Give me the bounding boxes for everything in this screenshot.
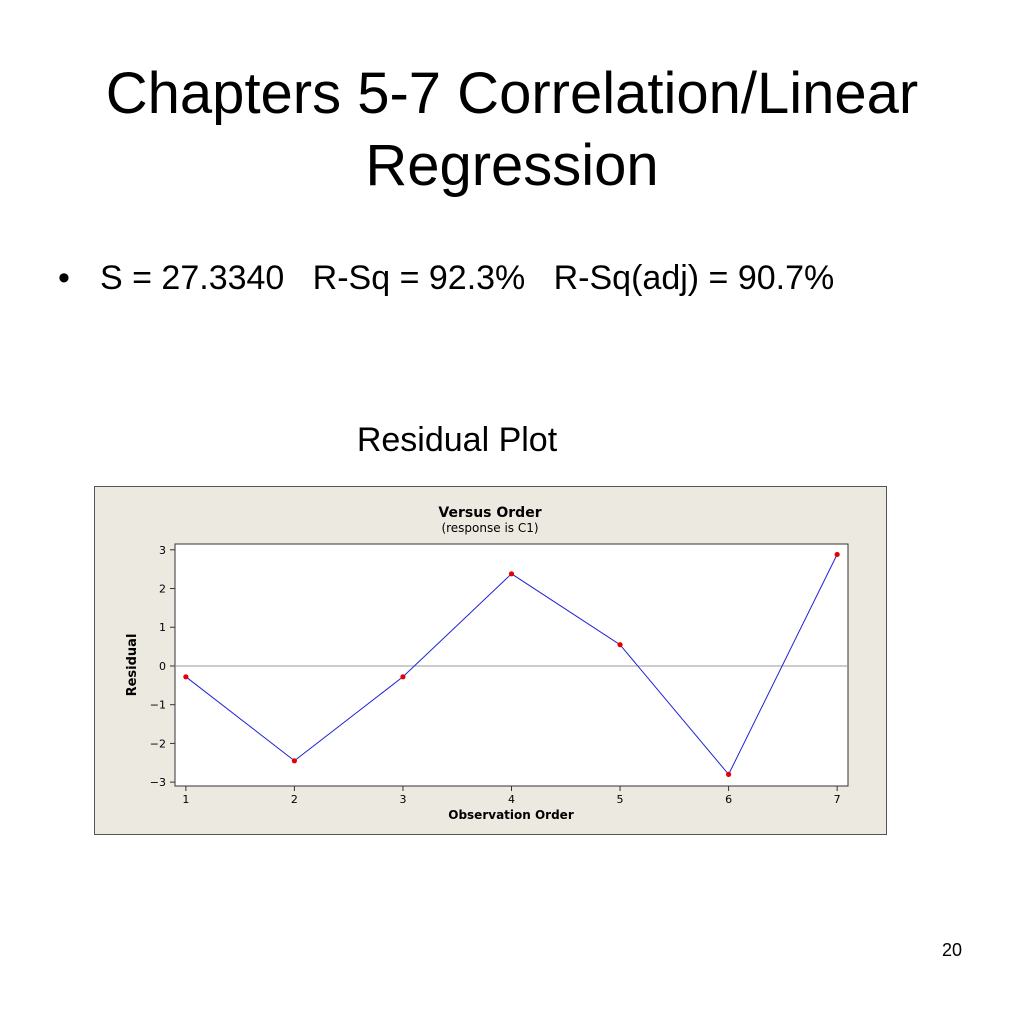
y-tick-label: 2	[159, 583, 166, 596]
x-tick-label: 4	[508, 793, 515, 806]
y-tick-label: 0	[159, 660, 166, 673]
residual-point	[834, 551, 840, 558]
x-tick-label: 3	[399, 793, 406, 806]
y-tick-label: 3	[159, 544, 166, 557]
stats-text: S = 27.3340 R-Sq = 92.3% R-Sq(adj) = 90.…	[100, 259, 835, 297]
x-axis-label: Observation Order	[448, 808, 574, 822]
page-number: 20	[941, 940, 962, 960]
x-tick-label: 1	[182, 793, 189, 806]
residual-point	[725, 771, 732, 777]
y-tick-label: −1	[150, 699, 166, 712]
bullet-dot: •	[58, 259, 70, 297]
residual-point	[183, 674, 189, 680]
residual-chart: Versus Order (response is C1) 3 2 1 0 −1 −2 −3…	[125, 505, 849, 822]
residual-point	[291, 758, 298, 764]
chart-title: Versus Order	[438, 505, 541, 521]
y-axis-label: Residual	[125, 634, 140, 697]
x-tick-label: 5	[617, 793, 624, 806]
residual-point	[508, 571, 515, 577]
slide-title: Chapters 5-7 Correlation/Linear Regressi…	[105, 61, 919, 198]
residual-point	[617, 642, 623, 648]
chart-figure: Versus Order (response is C1) 3 2 1 0 −1 −2 −3…	[94, 486, 887, 835]
x-tick-label: 7	[834, 793, 841, 806]
chart-subtitle: (response is C1)	[441, 521, 538, 535]
y-tick-label: −2	[150, 737, 166, 750]
x-tick-label: 2	[291, 793, 298, 806]
residual-point	[400, 674, 406, 680]
plot-area	[174, 543, 849, 787]
x-tick-label: 6	[725, 793, 732, 806]
plot-heading: Residual Plot	[356, 421, 558, 459]
y-tick-label: 1	[159, 621, 166, 634]
y-tick-label: −3	[150, 776, 166, 789]
